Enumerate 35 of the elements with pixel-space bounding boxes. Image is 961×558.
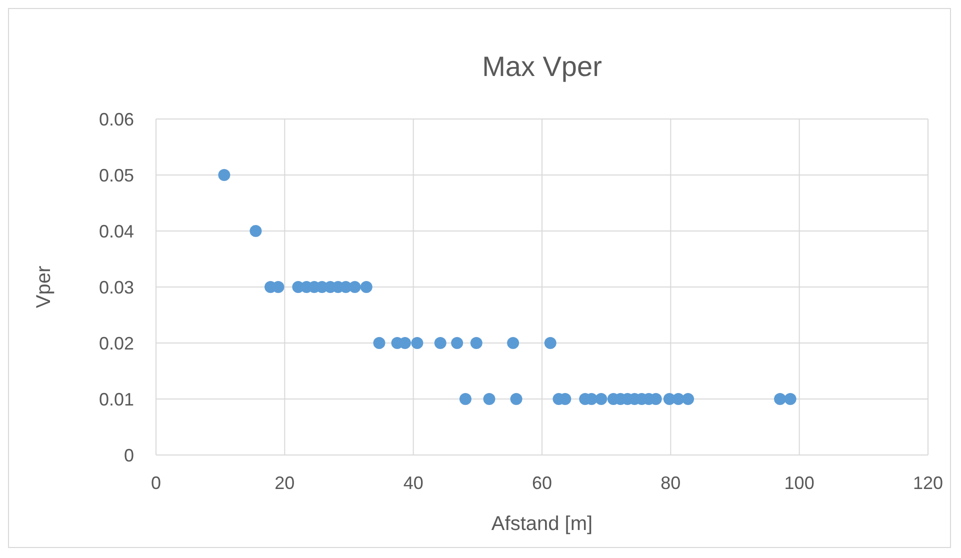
x-tick-label: 80 [660, 473, 681, 493]
point [459, 393, 472, 405]
point [434, 337, 446, 349]
point [411, 337, 424, 349]
x-tick-label: 120 [912, 473, 944, 493]
y-tick-label: 0.04 [98, 221, 134, 242]
point [510, 393, 522, 405]
x-axis-title: Afstand [m] [491, 513, 593, 535]
y-axis-title: Vper [33, 266, 55, 308]
point [250, 225, 262, 237]
point [784, 393, 796, 405]
point [470, 337, 482, 349]
x-tick-label: 40 [403, 473, 424, 493]
point [774, 393, 786, 405]
y-tick-label: 0 [124, 445, 134, 466]
chart-title: Max Vper [482, 51, 602, 82]
point [682, 393, 694, 405]
point [451, 337, 464, 349]
point [348, 281, 361, 293]
y-tick-label: 0.02 [98, 333, 134, 354]
x-tick-label: 60 [532, 473, 552, 493]
x-tick-label: 100 [784, 473, 814, 493]
point [544, 337, 556, 349]
point [595, 393, 608, 405]
point [360, 281, 372, 293]
point [507, 337, 520, 349]
y-tick-label: 0.01 [98, 389, 134, 410]
point [218, 169, 230, 181]
x-tick-label: 20 [274, 473, 295, 493]
point [373, 337, 386, 349]
y-tick-label: 0.05 [98, 165, 134, 186]
x-tick-label: 0 [150, 473, 162, 493]
y-tick-label: 0.03 [98, 277, 134, 298]
point [483, 393, 496, 405]
y-tick-label: 0.06 [98, 109, 134, 130]
